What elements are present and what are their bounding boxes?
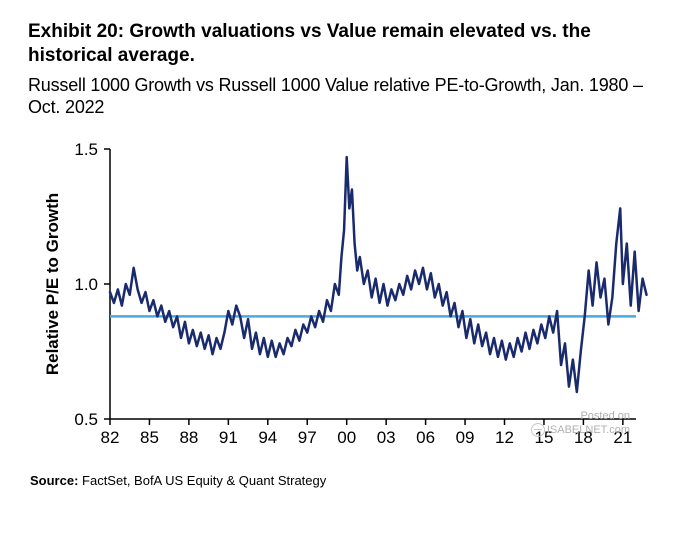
svg-text:03: 03 (377, 428, 396, 447)
svg-text:0.5: 0.5 (74, 410, 98, 429)
svg-text:09: 09 (456, 428, 475, 447)
chart-area: 0.5 1.0 1.5 Relative P/E to Growth 82 85 88 91 9… (38, 139, 648, 459)
svg-text:85: 85 (140, 428, 159, 447)
watermark-line1: Posted on (531, 410, 630, 422)
exhibit-subtitle: Russell 1000 Growth vs Russell 1000 Valu… (28, 74, 672, 119)
source-line: Source: FactSet, BofA US Equity & Quant … (30, 473, 672, 488)
svg-text:91: 91 (219, 428, 238, 447)
svg-text:88: 88 (179, 428, 198, 447)
svg-text:1.0: 1.0 (74, 275, 98, 294)
watermark-line2: ISABELNET.com (531, 423, 630, 437)
svg-text:00: 00 (337, 428, 356, 447)
svg-text:94: 94 (258, 428, 277, 447)
series-line (110, 157, 647, 392)
svg-text:06: 06 (416, 428, 435, 447)
svg-text:1.5: 1.5 (74, 140, 98, 159)
source-label: Source: (30, 473, 78, 488)
watermark: Posted on ISABELNET.com (531, 410, 630, 436)
exhibit-title: Exhibit 20: Growth valuations vs Value r… (28, 20, 672, 68)
svg-text:12: 12 (495, 428, 514, 447)
exhibit-container: Exhibit 20: Growth valuations vs Value r… (0, 0, 700, 498)
source-text: FactSet, BofA US Equity & Quant Strategy (78, 473, 326, 488)
svg-text:97: 97 (298, 428, 317, 447)
svg-text:82: 82 (101, 428, 120, 447)
globe-icon (531, 423, 545, 437)
y-axis-label: Relative P/E to Growth (43, 192, 62, 374)
